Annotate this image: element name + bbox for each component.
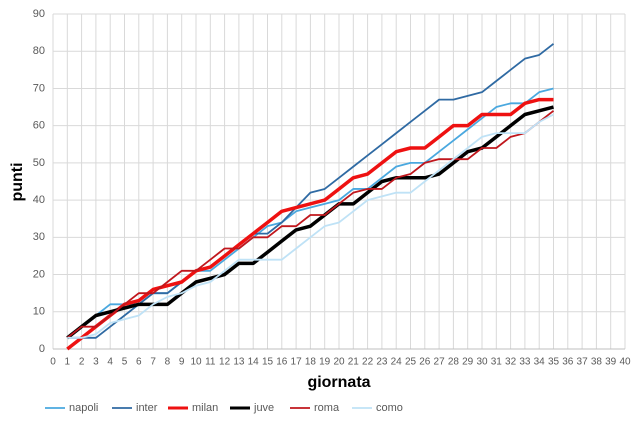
x-tick-label: 13	[233, 357, 245, 368]
x-tick-label: 26	[419, 357, 431, 368]
series-line	[67, 43, 555, 339]
series-line	[67, 113, 554, 339]
x-tick-label: 0	[50, 357, 56, 368]
y-tick-label: 60	[33, 120, 45, 132]
x-tick-label: 36	[562, 357, 574, 368]
y-tick-label: 50	[33, 157, 45, 169]
x-tick-label: 12	[219, 357, 231, 368]
x-tick-label: 10	[190, 357, 202, 368]
x-tick-label: 5	[122, 357, 128, 368]
x-tick-label: 19	[319, 357, 331, 368]
x-tick-label: 39	[605, 357, 617, 368]
legend-label: roma	[314, 402, 340, 414]
x-tick-label: 16	[276, 357, 288, 368]
y-axis-title: punti	[9, 162, 26, 201]
x-tick-label: 3	[93, 357, 99, 368]
x-tick-label: 1	[65, 357, 71, 368]
x-tick-label: 4	[107, 357, 113, 368]
x-tick-label: 27	[434, 357, 446, 368]
x-tick-label: 6	[136, 357, 142, 368]
legend-label: inter	[136, 402, 158, 414]
x-tick-label: 35	[548, 357, 560, 368]
x-tick-label: 22	[362, 357, 374, 368]
x-tick-label: 15	[262, 357, 274, 368]
x-tick-label: 38	[591, 357, 603, 368]
x-tick-label: 20	[333, 357, 345, 368]
x-tick-label: 29	[462, 357, 474, 368]
x-tick-label: 40	[619, 357, 631, 368]
series-line	[66, 110, 555, 339]
x-tick-label: 33	[519, 357, 531, 368]
x-tick-label: 37	[577, 357, 589, 368]
x-tick-label: 2	[79, 357, 85, 368]
x-tick-label: 30	[476, 357, 488, 368]
y-tick-label: 90	[33, 8, 45, 20]
x-tick-label: 17	[291, 357, 303, 368]
legend-label: juve	[253, 402, 274, 414]
y-tick-label: 30	[33, 231, 45, 243]
x-axis-title: giornata	[307, 374, 370, 391]
x-tick-label: 25	[405, 357, 417, 368]
x-tick-label: 8	[165, 357, 171, 368]
x-tick-label: 28	[448, 357, 460, 368]
y-tick-label: 0	[39, 343, 45, 355]
y-tick-label: 20	[33, 268, 45, 280]
x-tick-label: 11	[205, 357, 216, 368]
series-line	[66, 105, 554, 340]
x-tick-label: 31	[491, 357, 503, 368]
y-tick-label: 70	[33, 82, 45, 94]
x-tick-label: 9	[179, 357, 185, 368]
x-tick-label: 7	[150, 357, 156, 368]
legend-label: napoli	[69, 402, 98, 414]
x-tick-label: 23	[376, 357, 388, 368]
x-tick-label: 21	[348, 357, 360, 368]
y-tick-label: 80	[33, 45, 45, 57]
y-tick-label: 40	[33, 194, 45, 206]
x-tick-label: 14	[248, 357, 260, 368]
x-tick-label: 34	[534, 357, 546, 368]
x-tick-label: 18	[305, 357, 317, 368]
legend-label: como	[376, 402, 403, 414]
x-tick-label: 24	[391, 357, 403, 368]
x-tick-label: 32	[505, 357, 517, 368]
y-tick-label: 10	[33, 306, 45, 318]
legend-label: milan	[192, 402, 218, 414]
